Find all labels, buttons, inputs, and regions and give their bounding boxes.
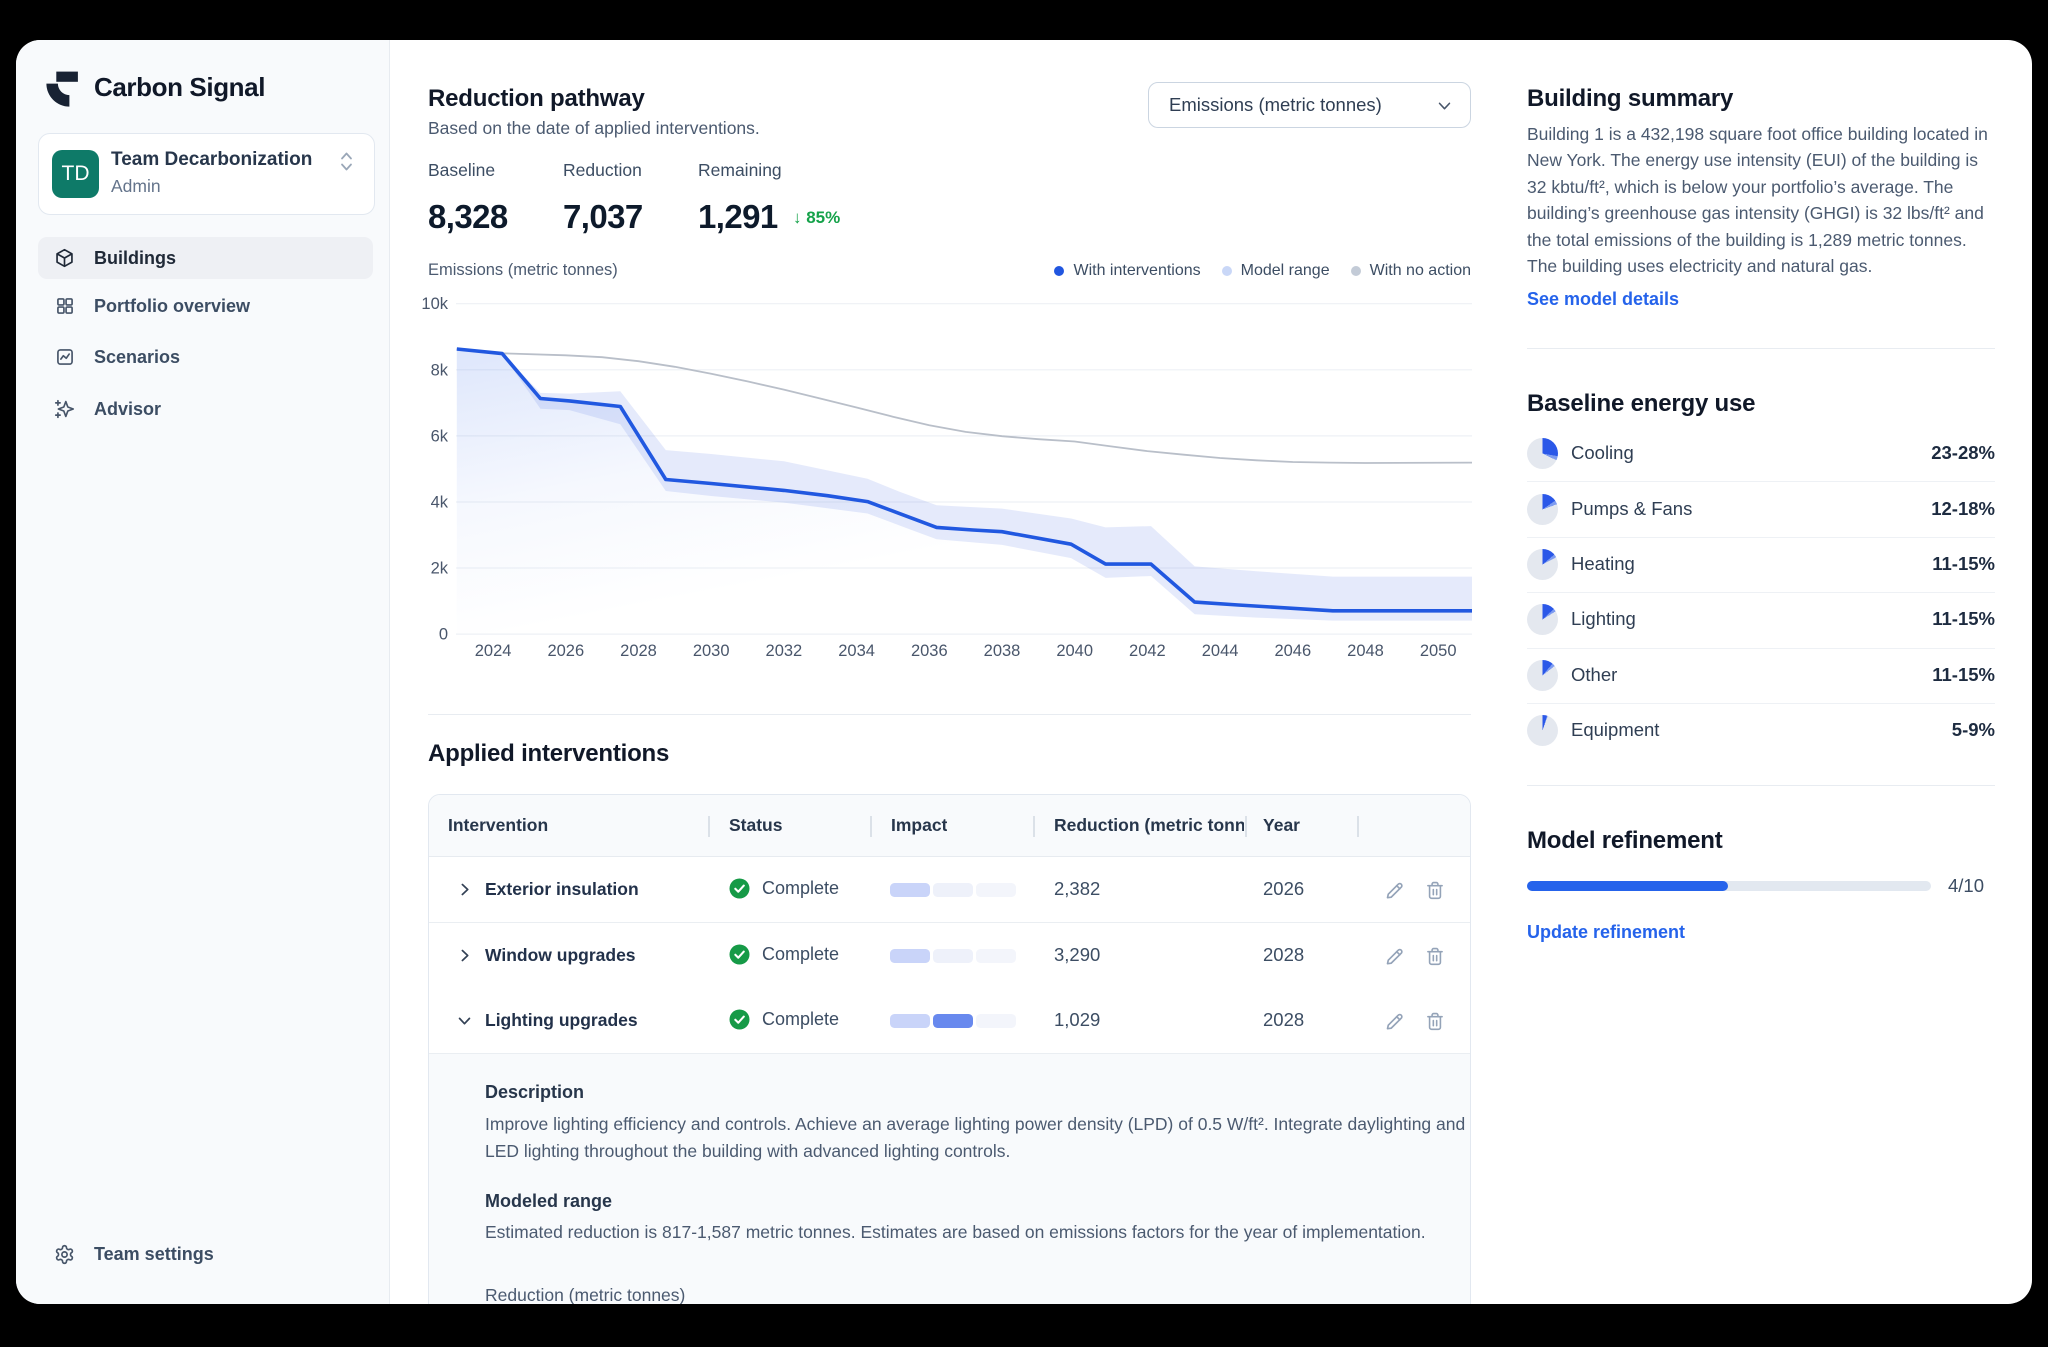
svg-text:2046: 2046 bbox=[1274, 642, 1311, 660]
svg-text:2042: 2042 bbox=[1129, 642, 1166, 660]
svg-text:2044: 2044 bbox=[1202, 642, 1239, 660]
svg-text:2048: 2048 bbox=[1347, 642, 1384, 660]
svg-text:2026: 2026 bbox=[547, 642, 584, 660]
svg-text:2030: 2030 bbox=[693, 642, 730, 660]
svg-text:4k: 4k bbox=[431, 494, 449, 512]
svg-text:2024: 2024 bbox=[475, 642, 512, 660]
svg-text:2040: 2040 bbox=[1056, 642, 1093, 660]
svg-text:2050: 2050 bbox=[1420, 642, 1457, 660]
svg-text:0: 0 bbox=[439, 626, 448, 644]
svg-text:2038: 2038 bbox=[984, 642, 1021, 660]
svg-text:2032: 2032 bbox=[766, 642, 803, 660]
svg-text:10k: 10k bbox=[421, 295, 448, 313]
svg-text:2028: 2028 bbox=[620, 642, 657, 660]
svg-text:8k: 8k bbox=[431, 361, 449, 379]
svg-text:2036: 2036 bbox=[911, 642, 948, 660]
svg-text:6k: 6k bbox=[431, 427, 449, 445]
svg-text:2034: 2034 bbox=[838, 642, 875, 660]
svg-text:2k: 2k bbox=[431, 560, 449, 578]
